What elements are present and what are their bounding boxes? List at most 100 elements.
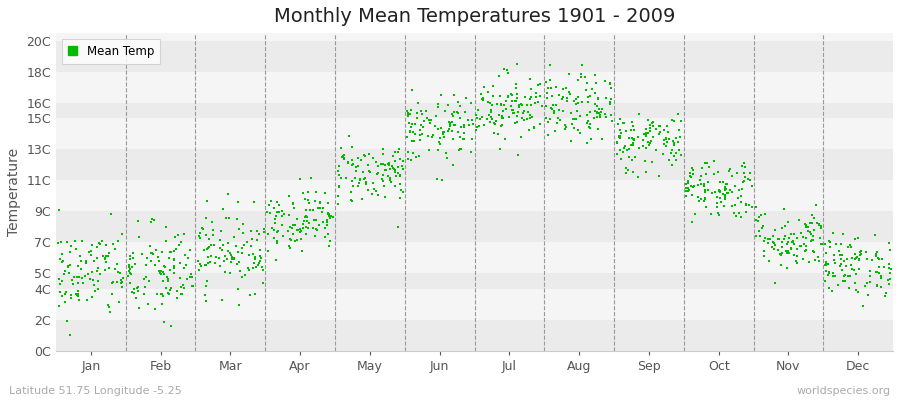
Point bbox=[414, 131, 428, 138]
Point bbox=[192, 233, 206, 240]
Point bbox=[554, 96, 569, 102]
Point bbox=[819, 268, 833, 274]
Point bbox=[126, 250, 140, 256]
Point bbox=[641, 130, 655, 137]
Point bbox=[692, 198, 706, 204]
Point bbox=[500, 67, 514, 73]
Point bbox=[69, 292, 84, 299]
Point bbox=[766, 232, 780, 239]
Point bbox=[60, 263, 75, 269]
Point bbox=[799, 234, 814, 241]
Point bbox=[79, 258, 94, 264]
Point bbox=[283, 244, 297, 251]
Point bbox=[735, 178, 750, 185]
Point bbox=[198, 292, 212, 298]
Point bbox=[642, 142, 656, 148]
Point bbox=[860, 256, 875, 263]
Point bbox=[231, 249, 246, 255]
Point bbox=[761, 236, 776, 242]
Point bbox=[269, 213, 284, 220]
Point bbox=[784, 231, 798, 237]
Point bbox=[103, 309, 117, 316]
Point bbox=[838, 277, 852, 284]
Point bbox=[637, 157, 652, 164]
Point bbox=[832, 252, 847, 258]
Point bbox=[509, 80, 524, 87]
Point bbox=[382, 162, 397, 168]
Point bbox=[326, 213, 340, 220]
Point bbox=[725, 172, 740, 179]
Point bbox=[533, 80, 547, 87]
Point bbox=[324, 213, 338, 220]
Point bbox=[72, 274, 86, 280]
Point bbox=[682, 187, 697, 193]
Point bbox=[80, 297, 94, 304]
Point bbox=[669, 135, 683, 141]
Point bbox=[837, 272, 851, 279]
Point bbox=[99, 252, 113, 259]
Point bbox=[214, 228, 229, 234]
Point bbox=[667, 141, 681, 148]
Point bbox=[147, 217, 161, 223]
Point bbox=[643, 125, 657, 131]
Point bbox=[548, 84, 562, 90]
Point bbox=[605, 118, 619, 125]
Point bbox=[825, 230, 840, 236]
Point bbox=[161, 278, 176, 284]
Point bbox=[737, 170, 751, 176]
Point bbox=[610, 121, 625, 127]
Point bbox=[883, 247, 897, 253]
Point bbox=[298, 196, 312, 203]
Point bbox=[428, 123, 442, 130]
Point bbox=[782, 235, 796, 242]
Point bbox=[660, 123, 674, 130]
Point bbox=[457, 130, 472, 136]
Point bbox=[121, 273, 135, 279]
Point bbox=[679, 192, 693, 199]
Point bbox=[176, 282, 190, 288]
Bar bbox=[56, 41, 893, 72]
Point bbox=[787, 240, 801, 247]
Point bbox=[412, 127, 427, 133]
Point bbox=[99, 259, 113, 265]
Point bbox=[345, 157, 359, 163]
Point bbox=[230, 260, 245, 267]
Point bbox=[771, 247, 786, 254]
Point bbox=[122, 264, 136, 270]
Point bbox=[572, 77, 586, 83]
Point bbox=[198, 262, 212, 268]
Point bbox=[286, 222, 301, 228]
Point bbox=[688, 211, 702, 218]
Point bbox=[657, 137, 671, 143]
Point bbox=[287, 238, 302, 244]
Point bbox=[481, 98, 495, 105]
Point bbox=[734, 214, 748, 220]
Point bbox=[698, 188, 712, 195]
Point bbox=[108, 266, 122, 272]
Point bbox=[739, 208, 753, 215]
Point bbox=[580, 112, 594, 119]
Point bbox=[51, 276, 66, 283]
Point bbox=[53, 280, 68, 287]
Point bbox=[818, 277, 832, 284]
Point bbox=[309, 226, 323, 232]
Point bbox=[418, 108, 433, 114]
Point bbox=[602, 80, 616, 86]
Point bbox=[505, 110, 519, 116]
Point bbox=[432, 140, 446, 147]
Point bbox=[486, 93, 500, 99]
Point bbox=[684, 174, 698, 180]
Point bbox=[622, 134, 636, 141]
Point bbox=[741, 176, 755, 183]
Bar bbox=[56, 242, 893, 274]
Point bbox=[500, 70, 515, 76]
Point bbox=[55, 250, 69, 257]
Point bbox=[199, 262, 213, 268]
Bar bbox=[56, 212, 893, 242]
Point bbox=[590, 95, 605, 102]
Point bbox=[812, 258, 826, 264]
Point bbox=[391, 224, 405, 230]
Point bbox=[638, 130, 652, 137]
Point bbox=[331, 192, 346, 199]
Point bbox=[507, 110, 521, 117]
